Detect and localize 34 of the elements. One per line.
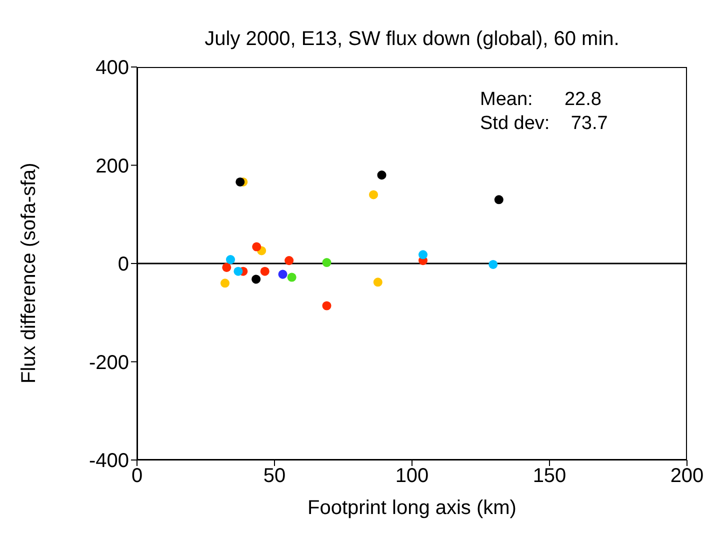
x-axis-title: Footprint long axis (km) [308,497,516,519]
annotation: Std dev: 73.7 [480,112,608,136]
y-tick-label: 0 [118,254,129,276]
point [234,266,243,276]
chart-title: July 2000, E13, SW flux down (global), 60 min. [204,28,620,51]
x-tick-label: 100 [395,465,429,488]
y-tick-label: -400 [88,450,129,472]
point [368,190,378,200]
point [220,278,230,288]
point [236,177,245,186]
point [226,255,236,264]
point [373,278,382,287]
point [377,170,386,180]
point [284,256,294,266]
point [488,260,498,269]
point [322,301,332,310]
point [252,242,262,252]
y-tick-label: -200 [88,352,129,374]
y-tick-label: 200 [96,155,129,178]
point [252,274,261,284]
x-tick-label: 200 [670,465,704,488]
x-tick-label: 50 [263,465,286,488]
y-tick-label: 400 [96,57,129,80]
point [322,258,332,268]
point [287,272,296,282]
point [494,195,504,204]
x-tick-label: 0 [131,465,143,488]
annotation: Mean: 22.8 [480,88,602,112]
point [418,250,428,260]
point [278,270,288,279]
point [222,262,232,272]
x-tick-label: 150 [532,465,566,488]
point [260,266,270,276]
y-axis-title: Flux difference (sofa-sfa) [18,162,40,384]
